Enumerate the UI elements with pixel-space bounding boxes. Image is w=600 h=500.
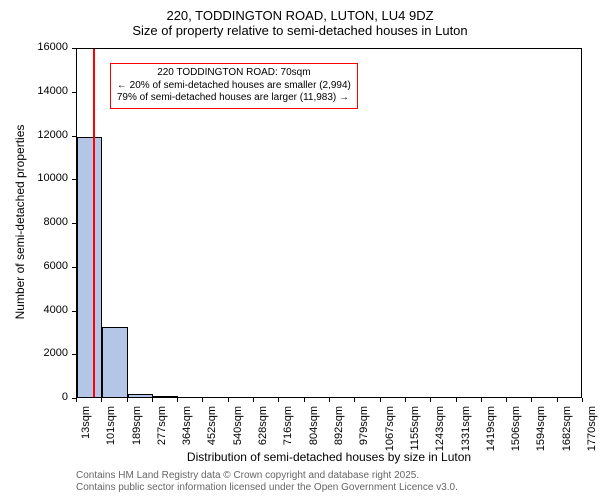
y-tick-label: 10000	[0, 172, 68, 184]
histogram-bar	[77, 137, 102, 397]
x-tick-label: 277sqm	[156, 406, 168, 460]
x-tick-mark	[228, 398, 229, 402]
x-tick-mark	[152, 398, 153, 402]
y-tick-mark	[72, 48, 76, 49]
x-tick-label: 1682sqm	[561, 406, 573, 460]
y-tick-label: 12000	[0, 129, 68, 141]
annotation-line: ← 20% of semi-detached houses are smalle…	[117, 80, 351, 93]
title-line-1: 220, TODDINGTON ROAD, LUTON, LU4 9DZ	[0, 8, 600, 23]
y-tick-label: 2000	[0, 347, 68, 359]
x-tick-label: 1243sqm	[434, 406, 446, 460]
histogram-bar	[153, 396, 178, 397]
x-tick-mark	[582, 398, 583, 402]
x-tick-mark	[253, 398, 254, 402]
x-tick-label: 1506sqm	[510, 406, 522, 460]
x-tick-mark	[506, 398, 507, 402]
x-tick-mark	[278, 398, 279, 402]
x-tick-mark	[456, 398, 457, 402]
y-tick-mark	[72, 92, 76, 93]
x-tick-label: 804sqm	[308, 406, 320, 460]
x-tick-label: 189sqm	[131, 406, 143, 460]
y-tick-mark	[72, 136, 76, 137]
x-tick-mark	[101, 398, 102, 402]
title-line-2: Size of property relative to semi-detach…	[0, 23, 600, 38]
x-axis-label: Distribution of semi-detached houses by …	[76, 450, 582, 464]
x-tick-mark	[430, 398, 431, 402]
x-tick-mark	[557, 398, 558, 402]
x-tick-mark	[76, 398, 77, 402]
x-tick-label: 716sqm	[282, 406, 294, 460]
y-tick-mark	[72, 311, 76, 312]
y-tick-label: 4000	[0, 304, 68, 316]
y-tick-label: 0	[0, 391, 68, 403]
histogram-bar	[102, 327, 127, 397]
footer-line-1: Contains HM Land Registry data © Crown c…	[76, 470, 419, 481]
x-tick-label: 101sqm	[105, 406, 117, 460]
x-tick-label: 1594sqm	[535, 406, 547, 460]
x-tick-label: 364sqm	[181, 406, 193, 460]
x-tick-mark	[531, 398, 532, 402]
y-tick-mark	[72, 354, 76, 355]
x-tick-label: 452sqm	[206, 406, 218, 460]
x-tick-mark	[177, 398, 178, 402]
annotation-line: 220 TODDINGTON ROAD: 70sqm	[117, 67, 351, 80]
footer-line-2: Contains public sector information licen…	[76, 482, 458, 493]
y-tick-label: 8000	[0, 216, 68, 228]
x-tick-label: 1331sqm	[460, 406, 472, 460]
x-tick-label: 979sqm	[358, 406, 370, 460]
y-tick-label: 14000	[0, 85, 68, 97]
x-tick-mark	[380, 398, 381, 402]
x-tick-mark	[481, 398, 482, 402]
title-block: 220, TODDINGTON ROAD, LUTON, LU4 9DZ Siz…	[0, 0, 600, 38]
x-tick-mark	[127, 398, 128, 402]
chart-container: 220, TODDINGTON ROAD, LUTON, LU4 9DZ Siz…	[0, 0, 600, 500]
y-tick-label: 16000	[0, 41, 68, 53]
histogram-bar	[128, 394, 153, 397]
x-tick-mark	[405, 398, 406, 402]
y-tick-mark	[72, 179, 76, 180]
x-tick-label: 892sqm	[333, 406, 345, 460]
x-tick-label: 628sqm	[257, 406, 269, 460]
x-tick-mark	[304, 398, 305, 402]
x-tick-label: 1067sqm	[384, 406, 396, 460]
plot-area: 220 TODDINGTON ROAD: 70sqm← 20% of semi-…	[76, 48, 582, 398]
x-tick-label: 1770sqm	[586, 406, 598, 460]
y-tick-mark	[72, 267, 76, 268]
y-tick-label: 6000	[0, 260, 68, 272]
x-tick-label: 540sqm	[232, 406, 244, 460]
x-tick-mark	[329, 398, 330, 402]
annotation-box: 220 TODDINGTON ROAD: 70sqm← 20% of semi-…	[110, 63, 358, 109]
x-tick-label: 1155sqm	[409, 406, 421, 460]
x-tick-label: 1419sqm	[485, 406, 497, 460]
x-tick-mark	[354, 398, 355, 402]
annotation-line: 79% of semi-detached houses are larger (…	[117, 92, 351, 105]
x-tick-label: 13sqm	[80, 406, 92, 460]
x-tick-mark	[202, 398, 203, 402]
y-tick-mark	[72, 223, 76, 224]
property-marker-line	[93, 49, 95, 397]
